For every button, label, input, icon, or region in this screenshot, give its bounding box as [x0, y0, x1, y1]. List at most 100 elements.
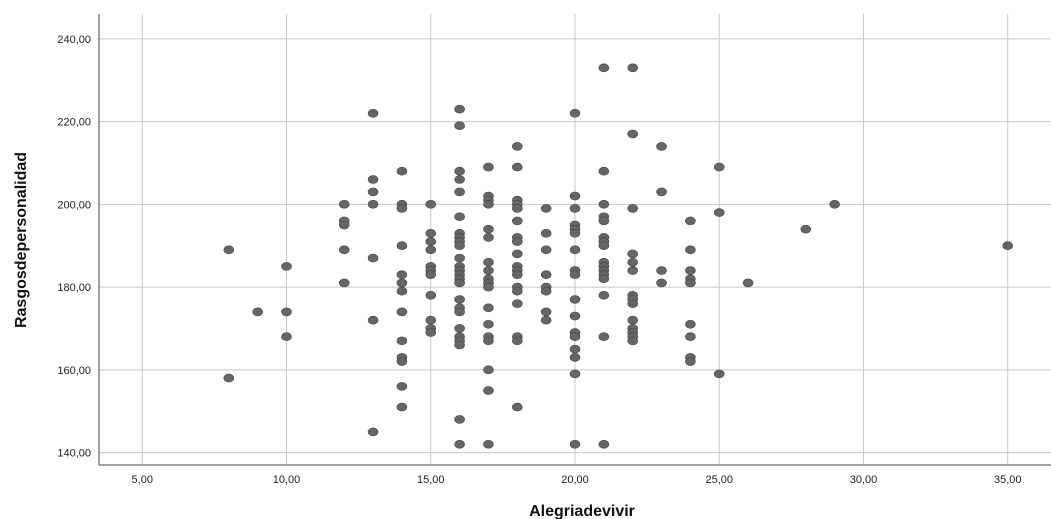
- data-point: [598, 291, 610, 300]
- data-point: [483, 282, 494, 292]
- data-point: [454, 324, 465, 333]
- data-point: [627, 204, 638, 213]
- data-point: [512, 336, 523, 346]
- data-point: [569, 191, 581, 201]
- data-point: [569, 245, 581, 255]
- data-point: [656, 278, 667, 288]
- data-point: [396, 382, 408, 391]
- data-point: [338, 278, 350, 288]
- data-point: [338, 200, 350, 209]
- y-tick-label: 220,00: [57, 117, 91, 129]
- data-point: [483, 336, 494, 346]
- data-points: [223, 63, 1014, 449]
- data-point: [598, 332, 610, 342]
- data-point: [396, 204, 408, 213]
- data-point: [713, 162, 725, 172]
- data-point: [800, 224, 812, 234]
- data-point: [598, 63, 610, 73]
- data-point: [367, 200, 379, 209]
- x-tick-label: 25,00: [705, 474, 733, 486]
- data-point: [598, 166, 610, 176]
- data-point: [627, 299, 638, 308]
- data-point: [425, 270, 437, 279]
- data-point: [454, 278, 465, 288]
- data-point: [252, 307, 263, 317]
- data-point: [627, 249, 638, 259]
- data-point: [425, 200, 437, 209]
- data-point: [367, 427, 379, 437]
- data-point: [685, 332, 696, 342]
- x-tick-labels: 5,00 10,00 15,00 20,00 25,00 30,00 35,00: [132, 474, 1022, 486]
- data-point: [454, 295, 465, 304]
- data-point: [338, 220, 350, 230]
- data-point: [569, 311, 581, 321]
- data-point: [569, 295, 581, 304]
- data-point: [454, 241, 465, 251]
- data-point: [598, 440, 610, 449]
- data-point: [512, 299, 523, 308]
- data-point: [454, 253, 465, 263]
- axes: [98, 14, 1051, 466]
- y-tick-label: 200,00: [57, 199, 91, 211]
- data-point: [512, 162, 523, 172]
- data-point: [281, 332, 292, 342]
- data-point: [367, 315, 379, 325]
- data-point: [367, 187, 379, 197]
- data-point: [685, 245, 696, 255]
- x-tick-label: 20,00: [561, 474, 589, 486]
- data-point: [829, 200, 840, 209]
- data-point: [454, 307, 465, 317]
- data-point: [483, 266, 494, 275]
- data-point: [512, 286, 523, 296]
- x-tick-label: 5,00: [132, 474, 153, 486]
- data-point: [396, 166, 408, 176]
- data-point: [223, 373, 235, 383]
- data-point: [454, 440, 465, 449]
- data-point: [425, 245, 437, 255]
- data-point: [742, 278, 754, 288]
- data-point: [483, 233, 494, 242]
- x-tick-label: 35,00: [994, 474, 1022, 486]
- data-point: [483, 200, 494, 209]
- data-point: [685, 216, 696, 226]
- data-point: [540, 204, 552, 213]
- data-point: [569, 109, 581, 118]
- data-point: [512, 216, 523, 226]
- data-point: [425, 228, 437, 238]
- data-point: [454, 166, 465, 176]
- data-point: [281, 307, 292, 317]
- data-point: [425, 237, 437, 246]
- x-axis-title: Alegriadevivir: [529, 503, 635, 519]
- data-point: [483, 365, 494, 375]
- data-point: [454, 212, 465, 222]
- data-point: [598, 241, 610, 251]
- data-point: [569, 204, 581, 213]
- data-point: [367, 175, 379, 184]
- data-point: [627, 129, 638, 139]
- data-point: [338, 245, 350, 255]
- data-point: [483, 320, 494, 329]
- data-point: [512, 237, 523, 246]
- data-point: [425, 328, 437, 337]
- data-point: [512, 402, 523, 412]
- data-point: [627, 63, 638, 73]
- data-point: [396, 336, 408, 346]
- data-point: [598, 274, 610, 284]
- y-tick-label: 160,00: [57, 365, 91, 377]
- data-point: [223, 245, 235, 255]
- x-tick-label: 10,00: [273, 474, 301, 486]
- data-point: [367, 109, 379, 118]
- data-point: [627, 257, 638, 267]
- data-point: [512, 249, 523, 259]
- data-point: [685, 357, 696, 366]
- data-point: [685, 266, 696, 275]
- data-point: [483, 303, 494, 313]
- data-point: [425, 291, 437, 300]
- data-point: [685, 278, 696, 288]
- data-point: [1002, 241, 1014, 251]
- data-point: [396, 357, 408, 366]
- data-point: [454, 187, 465, 197]
- data-point: [396, 402, 408, 412]
- data-point: [713, 369, 725, 379]
